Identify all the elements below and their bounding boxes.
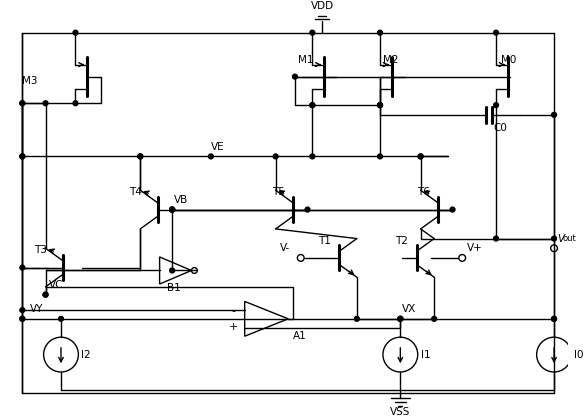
Circle shape	[418, 154, 423, 159]
Text: VC: VC	[48, 280, 63, 290]
Circle shape	[354, 316, 359, 321]
Text: VSS: VSS	[390, 406, 411, 416]
Circle shape	[378, 154, 383, 159]
Text: M1: M1	[298, 55, 314, 65]
Circle shape	[305, 207, 310, 212]
Circle shape	[208, 154, 213, 159]
Circle shape	[493, 30, 499, 35]
Text: VE: VE	[211, 142, 224, 152]
Text: M2: M2	[383, 55, 398, 65]
Circle shape	[20, 101, 25, 106]
Circle shape	[20, 308, 25, 313]
Circle shape	[552, 316, 557, 321]
Text: V+: V+	[467, 243, 483, 253]
Text: T4: T4	[128, 187, 141, 197]
Circle shape	[432, 316, 437, 321]
Circle shape	[43, 101, 48, 106]
Circle shape	[170, 207, 175, 212]
Circle shape	[552, 236, 557, 241]
Text: T5: T5	[272, 187, 284, 197]
Circle shape	[310, 103, 315, 108]
Text: M3: M3	[22, 76, 38, 86]
Text: I2: I2	[81, 349, 91, 360]
Circle shape	[378, 30, 383, 35]
Circle shape	[20, 154, 25, 159]
Text: I1: I1	[420, 349, 430, 360]
Circle shape	[378, 103, 383, 108]
Circle shape	[170, 207, 175, 212]
Circle shape	[43, 292, 48, 297]
Circle shape	[493, 236, 499, 241]
Text: T6: T6	[417, 187, 430, 197]
Text: A1: A1	[293, 331, 307, 341]
Text: +: +	[228, 321, 238, 331]
Circle shape	[293, 74, 297, 79]
Circle shape	[20, 316, 25, 321]
Text: V: V	[557, 233, 564, 243]
Circle shape	[170, 268, 175, 273]
Circle shape	[398, 316, 403, 321]
Text: VDD: VDD	[311, 1, 333, 11]
Text: -: -	[231, 306, 235, 316]
Circle shape	[398, 316, 403, 321]
Circle shape	[20, 316, 25, 321]
Circle shape	[378, 103, 383, 108]
Circle shape	[552, 112, 557, 117]
Text: out: out	[563, 234, 576, 243]
Circle shape	[450, 207, 455, 212]
Text: I0: I0	[574, 349, 584, 360]
Circle shape	[310, 154, 315, 159]
Text: VX: VX	[402, 304, 416, 314]
Circle shape	[310, 30, 315, 35]
Circle shape	[20, 265, 25, 270]
Text: M0: M0	[501, 55, 516, 65]
Text: B1: B1	[168, 283, 181, 293]
Circle shape	[493, 103, 499, 108]
Text: T3: T3	[34, 245, 47, 255]
Text: C0: C0	[493, 123, 507, 133]
Circle shape	[73, 101, 78, 106]
Circle shape	[378, 103, 383, 108]
Circle shape	[170, 207, 175, 212]
Text: VY: VY	[30, 304, 43, 314]
Circle shape	[73, 30, 78, 35]
Circle shape	[138, 154, 142, 159]
Circle shape	[20, 154, 25, 159]
Circle shape	[43, 292, 48, 297]
Circle shape	[552, 316, 557, 321]
Circle shape	[310, 103, 315, 108]
Text: T2: T2	[395, 235, 408, 246]
Circle shape	[273, 154, 278, 159]
Text: VB: VB	[174, 195, 189, 205]
Circle shape	[20, 101, 25, 106]
Circle shape	[418, 154, 423, 159]
Circle shape	[58, 316, 64, 321]
Text: T1: T1	[318, 235, 331, 246]
Circle shape	[398, 316, 403, 321]
Circle shape	[170, 207, 175, 212]
Text: V-: V-	[280, 243, 290, 253]
Circle shape	[138, 154, 142, 159]
